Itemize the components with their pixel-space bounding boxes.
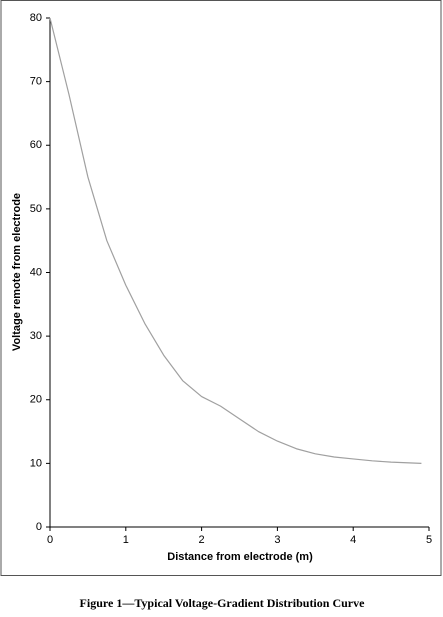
y-tick-label: 10 [30, 457, 42, 469]
y-tick-label: 20 [30, 394, 42, 406]
y-tick-label: 40 [30, 266, 42, 278]
x-tick-label: 3 [274, 534, 280, 546]
x-tick-label: 0 [47, 534, 53, 546]
y-tick-label: 60 [30, 139, 42, 151]
y-tick-label: 70 [30, 76, 42, 88]
x-tick-label: 5 [426, 534, 432, 546]
x-tick-label: 4 [350, 534, 356, 546]
y-axis-title: Voltage remote from electrode [11, 193, 23, 351]
y-tick-label: 0 [36, 521, 42, 533]
x-tick-label: 2 [199, 534, 205, 546]
frame [0, 0, 442, 576]
data-line [49, 17, 422, 464]
x-axis-title: Distance from electrode (m) [167, 551, 313, 563]
y-tick-label: 50 [30, 203, 42, 215]
y-tick-label: 30 [30, 330, 42, 342]
y-tick-label: 80 [30, 12, 42, 24]
x-tick-label: 1 [123, 534, 129, 546]
caption: Figure 1—Typical Voltage-Gradient Distri… [80, 596, 366, 610]
